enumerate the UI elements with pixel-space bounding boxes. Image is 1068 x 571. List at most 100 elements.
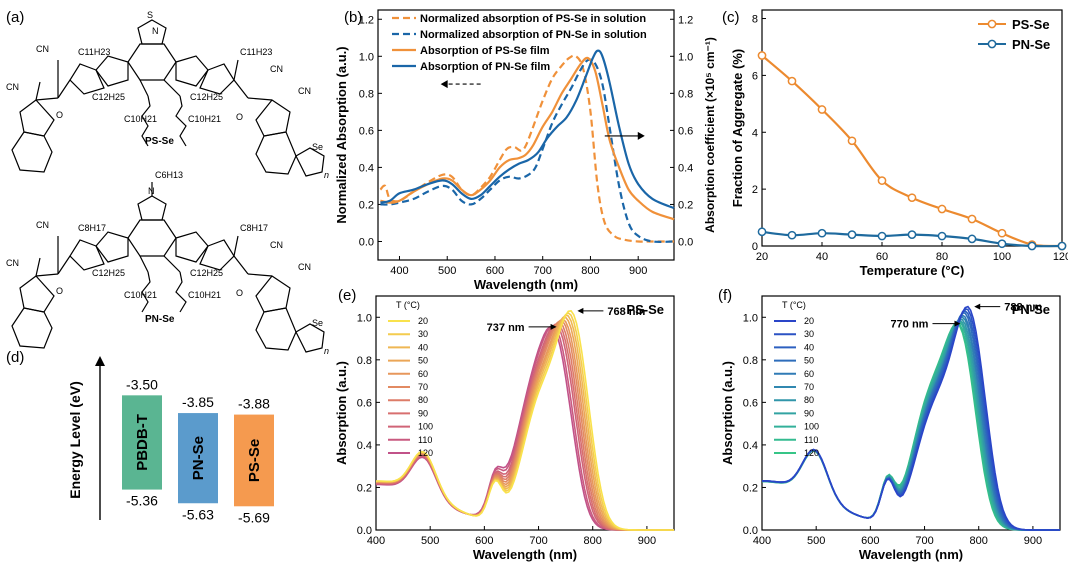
x-tick-label: 900 [638, 535, 656, 547]
svg-text:C8H17: C8H17 [240, 223, 268, 233]
peak-arrowhead-1 [974, 303, 981, 310]
legend-label-20: 20 [418, 316, 428, 326]
y-tick-label: 0.2 [359, 199, 374, 211]
energy-axis-label: Energy Level (eV) [67, 381, 83, 499]
energy-bar-0 [122, 395, 162, 490]
y-tick-label: 8 [752, 14, 758, 26]
y-tick-label: 4 [752, 127, 758, 139]
ps-se-structure [11, 19, 325, 177]
legend-label-1: PN-Se [1012, 37, 1050, 52]
data-point [997, 228, 1007, 238]
energy-level-chart: Energy Level (eV) PBDB-T -3.50 -5.36 PN-Se -3… [67, 356, 274, 525]
x-axis-label: Wavelength (nm) [473, 547, 577, 562]
pn-se-top-sub: C6H13 [155, 170, 183, 180]
y-axis-label: Fraction of Aggregate (%) [730, 49, 745, 207]
spectrum-line-20 [762, 305, 1060, 531]
data-point [997, 239, 1007, 249]
lumo-label-0: -3.50 [126, 376, 158, 392]
ps-se-labels: S N CN CN C11H23 C11H23 CN CN C12H25 C12… [6, 10, 329, 180]
homo-label-1: -5.63 [182, 506, 214, 522]
plot-frame [761, 9, 1063, 247]
data-point [937, 204, 947, 214]
x-tick-label: 600 [475, 535, 493, 547]
svg-text:C12H25: C12H25 [190, 268, 223, 278]
series-line-2 [380, 56, 675, 221]
y2-tick-label: 0.4 [678, 162, 693, 174]
y-axis-label: Absorption (a.u.) [720, 361, 735, 465]
lumo-label-2: -3.88 [238, 396, 270, 412]
series-line-3 [380, 49, 675, 210]
data-point [907, 193, 917, 203]
svg-text:C10H21: C10H21 [188, 290, 221, 300]
svg-text:C12H25: C12H25 [92, 268, 125, 278]
legend-label-80: 80 [804, 395, 814, 405]
y2-tick-label: 0.2 [678, 199, 693, 211]
data-point [937, 231, 947, 241]
svg-text:n: n [324, 170, 329, 180]
energy-bar-2 [234, 414, 274, 507]
y-tick-label: 0.4 [357, 440, 372, 452]
legend-label-50: 50 [418, 356, 428, 366]
x-tick-label: 700 [534, 265, 552, 277]
x-tick-label: 600 [861, 535, 879, 547]
pn-se-se-atom: Se [312, 318, 323, 328]
energy-bar-1 [178, 413, 218, 504]
peak-label-1: 788 nm [1004, 302, 1042, 314]
x-tick-label: 20 [756, 251, 768, 263]
y2-tick-label: 0.8 [678, 88, 693, 100]
x-tick-label: 600 [486, 265, 504, 277]
panel-e: (e) 400 500 600 700 800 900 0.0 0.2 0.4 0.6 0.8 1.0… [334, 287, 675, 562]
left-axis-arrowhead-0 [440, 80, 448, 89]
energy-bar-label-1: PN-Se [190, 436, 207, 480]
panel-e-letter: (e) [338, 287, 356, 304]
legend-label-40: 40 [804, 342, 814, 352]
legend-label-50: 50 [804, 356, 814, 366]
svg-text:O: O [56, 110, 63, 120]
data-point [967, 214, 977, 224]
y-tick-label: 0.0 [357, 525, 372, 537]
homo-label-0: -5.36 [126, 493, 158, 509]
y-tick-label: 1.2 [359, 14, 374, 26]
x-tick-label: 700 [529, 535, 547, 547]
data-point [877, 176, 887, 185]
y2-tick-label: 0.0 [678, 236, 693, 248]
y-tick-label: 0.2 [743, 482, 758, 494]
y2-axis-label: Absorption coefficient (×10⁵ cm⁻¹) [703, 37, 717, 233]
y-tick-label: 6 [752, 70, 758, 82]
legend-label-30: 30 [418, 329, 428, 339]
pn-se-top-atom: N [148, 186, 155, 196]
y-tick-label: 0.2 [357, 482, 372, 494]
data-point [967, 234, 977, 244]
legend-label-80: 80 [418, 395, 428, 405]
peak-label-2: 737 nm [487, 322, 525, 334]
y-tick-label: 1.0 [357, 312, 372, 324]
data-point [1027, 241, 1037, 251]
svg-text:C12H25: C12H25 [92, 92, 125, 102]
legend-label-90: 90 [804, 408, 814, 418]
pn-se-name: PN-Se [145, 314, 175, 325]
y-tick-label: 1.0 [743, 312, 758, 324]
svg-text:C10H21: C10H21 [188, 114, 221, 124]
y2-tick-label: 0.6 [678, 125, 693, 137]
svg-text:CN: CN [270, 64, 283, 74]
svg-text:CN: CN [6, 258, 19, 268]
plot-frame [377, 9, 675, 261]
panel-b-letter: (b) [344, 9, 362, 26]
x-tick-label: 500 [421, 535, 439, 547]
panel-d-letter: (d) [6, 349, 24, 366]
svg-text:C10H21: C10H21 [124, 114, 157, 124]
chart-b: 400 500 600 700 800 900 0.0 0.2 0.4 0.6 0.8 1.0 1.2 W… [334, 9, 717, 292]
panel-c: (c) 20 40 60 80 100 120 0 2 4 6 8 Temperature (°C) F… [722, 9, 1068, 278]
legend-label-100: 100 [418, 422, 433, 432]
plot-frame [761, 295, 1061, 531]
legend-label-40: 40 [418, 342, 428, 352]
legend-title: T (°C) [396, 300, 420, 310]
legend-label-1: Normalized absorption of PN-Se in soluti… [420, 29, 647, 41]
series-line-1 [380, 58, 675, 243]
svg-text:C10H21: C10H21 [124, 290, 157, 300]
chart-c: 20 40 60 80 100 120 0 2 4 6 8 Temperature (°C) Fract… [730, 9, 1068, 278]
data-point [757, 227, 767, 237]
panel-a-letter: (a) [6, 9, 24, 26]
data-point [877, 231, 887, 241]
